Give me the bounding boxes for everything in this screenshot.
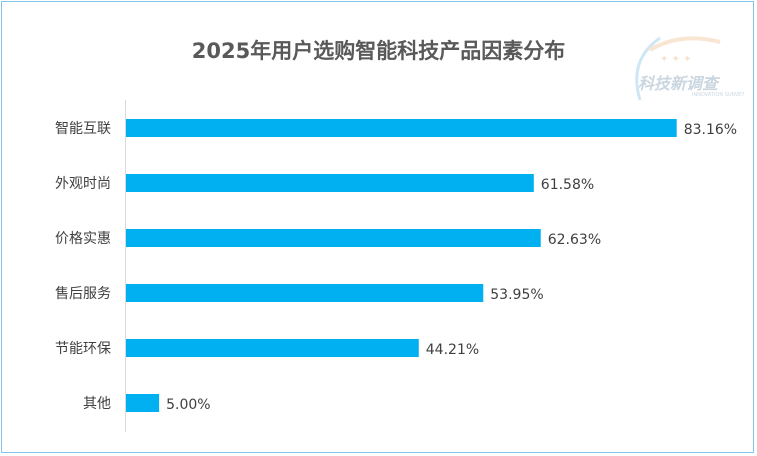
data-label: 83.16% xyxy=(684,122,737,138)
bar-4 xyxy=(126,284,484,302)
logo-arc-icon: ✦ ✦ ✦ xyxy=(635,36,721,101)
data-label: 61.58% xyxy=(541,177,594,193)
bar-3 xyxy=(126,229,541,247)
watermark-subtext: INNOVATION SURVEY xyxy=(692,92,745,98)
bar-6 xyxy=(126,394,160,412)
category-label: 其他 xyxy=(83,396,111,412)
data-label: 62.63% xyxy=(548,232,601,248)
category-label: 售后服务 xyxy=(55,286,111,302)
watermark-text: 科技新调查 xyxy=(638,74,719,93)
chart-title: 2025年用户选购智能科技产品因素分布 xyxy=(191,39,566,63)
category-label: 节能环保 xyxy=(55,341,111,357)
bar-2 xyxy=(126,174,534,192)
data-label: 44.21% xyxy=(426,342,479,358)
category-label: 价格实惠 xyxy=(55,231,111,247)
category-label: 智能互联 xyxy=(55,121,111,137)
svg-text:✦ ✦ ✦: ✦ ✦ ✦ xyxy=(660,54,692,65)
data-label: 53.95% xyxy=(490,287,543,303)
bar-1 xyxy=(126,119,677,137)
data-label: 5.00% xyxy=(166,397,210,413)
bar-5 xyxy=(126,339,419,357)
watermark-logo: ✦ ✦ ✦ 科技新调查 INNOVATION SURVEY xyxy=(620,30,745,110)
category-label: 外观时尚 xyxy=(55,176,111,192)
